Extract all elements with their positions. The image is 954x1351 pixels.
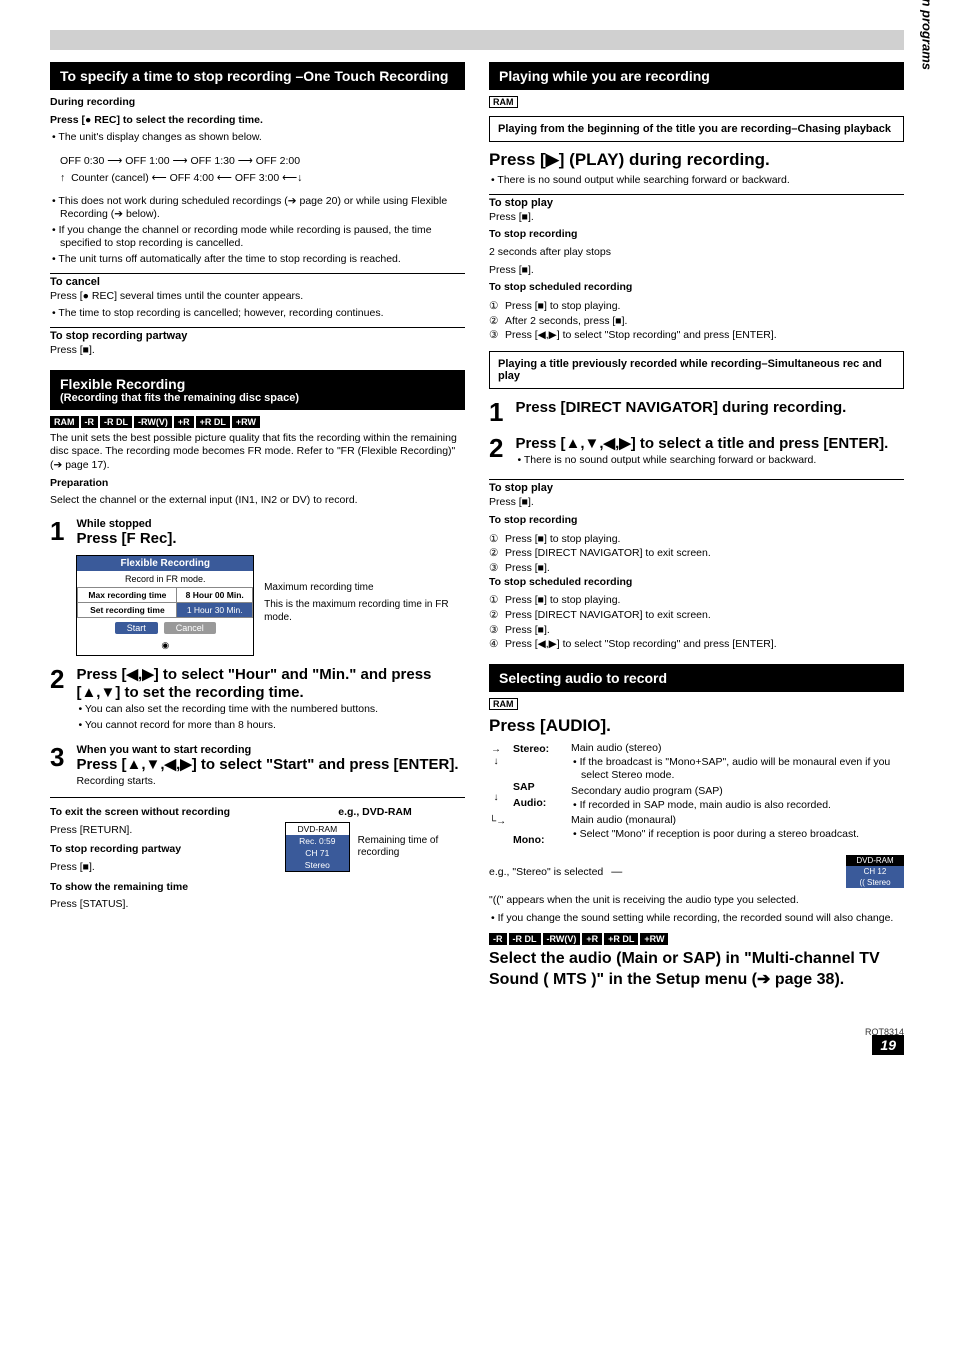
- disc-badges: RAM -R -R DL -RW(V) +R +R DL +RW: [50, 416, 465, 428]
- step-3-post: Recording starts.: [76, 775, 465, 787]
- paren-note: "((" appears when the unit is receiving …: [489, 894, 904, 908]
- select-audio-final: Select the audio (Main or SAP) in "Multi…: [489, 949, 904, 991]
- step-2-num: 2: [50, 666, 64, 692]
- to-stop-play-2-text: Press [■].: [489, 496, 904, 510]
- stopsch2-1: ①Press [■] to stop playing.: [489, 593, 904, 608]
- preparation-text: Select the channel or the external input…: [50, 494, 465, 508]
- max-time-label: Maximum recording time This is the maxim…: [264, 549, 465, 624]
- r-step-2: Press [▲,▼,◀,▶] to select a title and pr…: [515, 435, 904, 454]
- stop-partway-2-head: To stop recording partway: [50, 843, 265, 857]
- display-changes: The unit's display changes as shown belo…: [50, 131, 465, 145]
- to-stop-recording-2-head: To stop recording: [489, 514, 904, 528]
- stoprec2-1: ①Press [■] to stop playing.: [489, 532, 904, 547]
- note-scheduled: This does not work during scheduled reco…: [50, 195, 465, 222]
- step-2-title: Press [◀,▶] to select "Hour" and "Min." …: [76, 666, 465, 704]
- step-1-title: Press [F Rec].: [76, 530, 465, 549]
- side-tab: Recording television programs: [919, 0, 934, 70]
- to-stop-play-text: Press [■].: [489, 211, 904, 225]
- flexible-recording-box: Flexible Recording Record in FR mode. Ma…: [76, 555, 254, 656]
- show-remaining-text: Press [STATUS].: [50, 898, 265, 912]
- stopsch-2: ②After 2 seconds, press [■].: [489, 314, 904, 329]
- exit-head: To exit the screen without recording: [50, 806, 265, 820]
- ram-badge-2: RAM: [489, 698, 518, 710]
- r-step-2-note: There is no sound output while searching…: [515, 454, 904, 468]
- simultaneous-rec-play-box: Playing a title previously recorded whil…: [489, 351, 904, 389]
- badge-plusr: +R: [174, 416, 194, 428]
- stoprec2-2: ②Press [DIRECT NAVIGATOR] to exit screen…: [489, 546, 904, 561]
- during-recording-label: During recording: [50, 96, 465, 110]
- selecting-audio-header: Selecting audio to record: [489, 664, 904, 692]
- step-2-note-1: You can also set the recording time with…: [76, 703, 465, 717]
- off-time-diagram: OFF 0:30 ⟶ OFF 1:00 ⟶ OFF 1:30 ⟶ OFF 2:0…: [60, 153, 465, 187]
- playing-while-recording-header: Playing while you are recording: [489, 62, 904, 90]
- stop-partway-instruction: Press [■].: [50, 344, 465, 358]
- page-number: 19: [872, 1035, 904, 1055]
- one-touch-header: To specify a time to stop recording –One…: [50, 62, 465, 90]
- eg-dvd-ram: e.g., DVD-RAM: [285, 806, 465, 818]
- dvd-display: DVD-RAM CH 12 (( Stereo: [846, 855, 904, 888]
- flexible-intro: The unit sets the best possible picture …: [50, 432, 465, 473]
- stopsch2-4: ④Press [◀,▶] to select "Stop recording" …: [489, 637, 904, 652]
- step-3-num: 3: [50, 744, 64, 770]
- note-auto-off: The unit turns off automatically after t…: [50, 253, 465, 267]
- note-channel-change: If you change the channel or recording m…: [50, 224, 465, 251]
- to-stop-scheduled-2-head: To stop scheduled recording: [489, 576, 904, 590]
- dvd-icon: ◉: [77, 638, 253, 655]
- to-stop-play-2-head: To stop play: [489, 479, 904, 494]
- cancel-button[interactable]: Cancel: [164, 622, 216, 634]
- top-gray-bar: [50, 30, 904, 50]
- stop-rec-1: 2 seconds after play stops: [489, 246, 904, 260]
- disc-badges-2: -R-R DL-RW(V)+R+R DL+RW: [489, 933, 904, 945]
- badge-plusrdl: +R DL: [196, 416, 230, 428]
- right-column: Playing while you are recording RAM Play…: [489, 62, 904, 991]
- cancel-note: The time to stop recording is cancelled;…: [50, 307, 465, 321]
- press-rec-line: Press [● REC] to select the recording ti…: [50, 114, 465, 128]
- press-play-heading: Press [▶] (PLAY) during recording.: [489, 150, 904, 170]
- step-3-title: Press [▲,▼,◀,▶] to select "Start" and pr…: [76, 756, 465, 775]
- audio-cycle-diagram: →↓↓└→ Stereo: SAP Audio: Mono: Main audi…: [489, 742, 904, 849]
- no-sound-note: There is no sound output while searching…: [489, 174, 904, 188]
- badge-plusrw: +RW: [232, 416, 260, 428]
- left-column: To specify a time to stop recording –One…: [50, 62, 465, 991]
- r-step-1: Press [DIRECT NAVIGATOR] during recordin…: [515, 399, 904, 418]
- stopsch-1: ①Press [■] to stop playing.: [489, 299, 904, 314]
- to-stop-scheduled-head: To stop scheduled recording: [489, 281, 904, 295]
- sound-change-note: If you change the sound setting while re…: [489, 912, 904, 926]
- step-1-pre: While stopped: [76, 518, 465, 530]
- to-cancel-head: To cancel: [50, 273, 465, 288]
- start-button[interactable]: Start: [115, 622, 158, 634]
- badge-rwv: -RW(V): [134, 416, 172, 428]
- stopsch2-2: ②Press [DIRECT NAVIGATOR] to exit screen…: [489, 608, 904, 623]
- badge-r: -R: [81, 416, 99, 428]
- cancel-instruction: Press [● REC] several times until the co…: [50, 290, 465, 304]
- badge-ram: RAM: [50, 416, 79, 428]
- to-stop-play-head: To stop play: [489, 194, 904, 209]
- ram-badge: RAM: [489, 96, 518, 108]
- show-remaining-head: To show the remaining time: [50, 881, 265, 895]
- stopsch2-3: ③Press [■].: [489, 623, 904, 638]
- exit-text: Press [RETURN].: [50, 824, 265, 838]
- remaining-time-label: Remaining time of recording: [358, 835, 465, 859]
- stoprec2-3: ③Press [■].: [489, 561, 904, 576]
- badge-rdl: -R DL: [100, 416, 132, 428]
- stop-partway-2-text: Press [■].: [50, 861, 265, 875]
- preparation-head: Preparation: [50, 477, 465, 491]
- status-display: DVD-RAM Rec. 0:59 CH 71 Stereo: [285, 822, 350, 872]
- stop-rec-2: Press [■].: [489, 264, 904, 278]
- r-step-2-num: 2: [489, 435, 503, 461]
- flexible-recording-header: Flexible Recording (Recording that fits …: [50, 370, 465, 410]
- stopsch-3: ③Press [◀,▶] to select "Stop recording" …: [489, 328, 904, 343]
- stop-partway-head: To stop recording partway: [50, 327, 465, 342]
- r-step-1-num: 1: [489, 399, 503, 425]
- step-1-num: 1: [50, 518, 64, 544]
- step-3-pre: When you want to start recording: [76, 744, 465, 756]
- press-audio-heading: Press [AUDIO].: [489, 716, 904, 736]
- chasing-playback-box: Playing from the beginning of the title …: [489, 116, 904, 142]
- step-2-note-2: You cannot record for more than 8 hours.: [76, 719, 465, 733]
- to-stop-recording-head: To stop recording: [489, 228, 904, 242]
- eg-stereo-label: e.g., "Stereo" is selected: [489, 866, 603, 878]
